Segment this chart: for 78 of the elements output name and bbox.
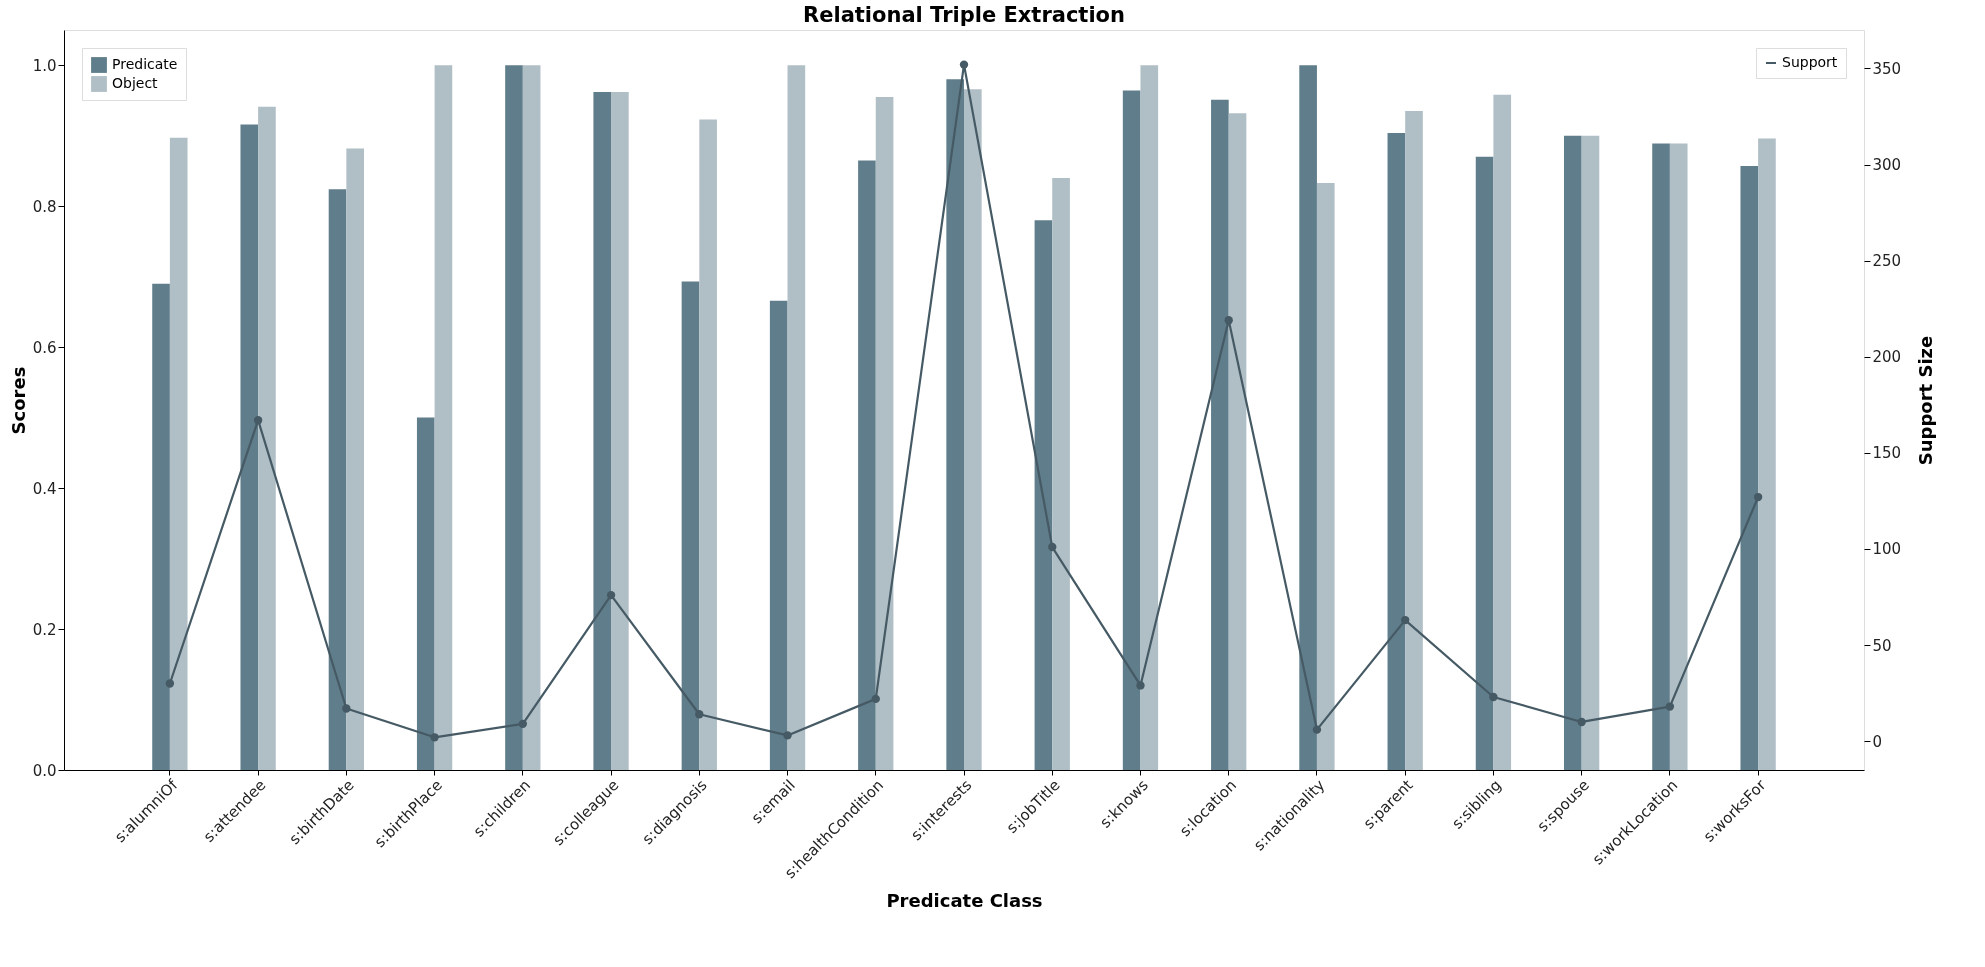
bar <box>1652 143 1670 770</box>
y2-tick-label: 250 <box>1872 252 1902 271</box>
point <box>871 694 880 704</box>
bar <box>240 124 259 770</box>
y-tick-label: 0.6 <box>32 338 57 357</box>
x-axis-title: Predicate Class <box>886 890 1043 912</box>
bar <box>1581 135 1600 770</box>
point <box>1665 702 1675 711</box>
bar <box>1140 65 1159 770</box>
bar <box>1228 113 1247 770</box>
bar <box>1211 99 1229 770</box>
bar <box>416 417 435 770</box>
point <box>783 731 792 740</box>
bar <box>505 65 523 770</box>
y-tick-label: 0.0 <box>32 761 57 780</box>
y-tick-label: 0.8 <box>32 197 57 216</box>
point <box>1400 615 1410 625</box>
bar <box>1387 132 1406 770</box>
point <box>430 733 439 742</box>
bar <box>946 79 964 770</box>
point <box>695 710 704 719</box>
point <box>165 679 175 688</box>
bar <box>699 119 717 770</box>
bar <box>346 148 364 770</box>
legend-label: Predicate <box>112 56 178 72</box>
bar <box>1299 65 1317 770</box>
y2-tick-label: 100 <box>1872 540 1902 559</box>
bar <box>169 137 188 770</box>
bar <box>858 160 876 770</box>
bar <box>875 96 894 770</box>
bar <box>611 92 629 770</box>
chart-title: Relational Triple Extraction <box>803 3 1125 27</box>
bar <box>1493 94 1512 770</box>
y2-axis-title: Support Size <box>1914 335 1936 466</box>
y-tick-label: 0.2 <box>32 620 57 639</box>
bar <box>681 281 700 770</box>
point <box>1489 692 1498 702</box>
y2-tick-label: 50 <box>1872 636 1892 655</box>
bar <box>434 65 453 770</box>
y-axis-title: Scores <box>7 366 29 435</box>
y2-tick-label: 150 <box>1872 444 1902 463</box>
bar <box>258 106 276 770</box>
y2-tick-label: 0 <box>1872 732 1883 751</box>
bar <box>1669 143 1688 770</box>
point <box>1224 316 1233 325</box>
bar <box>1405 111 1423 770</box>
bar <box>1122 90 1141 770</box>
point <box>1136 681 1145 690</box>
bar <box>1475 156 1494 770</box>
bar <box>769 300 788 770</box>
bar <box>1316 182 1335 770</box>
bar <box>328 189 347 770</box>
bar <box>1034 220 1053 770</box>
bar <box>787 65 806 770</box>
bar <box>1758 138 1776 770</box>
y-tick-label: 1.0 <box>32 56 57 75</box>
point <box>253 416 263 425</box>
point <box>518 719 528 729</box>
bar <box>1564 135 1582 770</box>
bar <box>964 89 982 770</box>
point <box>959 60 969 69</box>
bar <box>1740 166 1759 770</box>
point <box>606 590 616 600</box>
y2-tick-label: 300 <box>1872 156 1902 175</box>
point <box>1753 492 1763 502</box>
bar <box>522 65 541 770</box>
y-tick-label: 0.4 <box>32 479 57 498</box>
legend-label: Object <box>112 75 159 91</box>
legend-label: Support <box>1782 54 1838 70</box>
y2-tick-label: 350 <box>1872 59 1902 78</box>
bar <box>1052 178 1070 770</box>
bar <box>593 92 612 770</box>
point <box>1048 542 1057 552</box>
y2-tick-label: 200 <box>1872 348 1902 367</box>
bar <box>152 283 170 770</box>
point <box>1577 717 1586 727</box>
point <box>1312 725 1322 734</box>
point <box>342 704 351 713</box>
